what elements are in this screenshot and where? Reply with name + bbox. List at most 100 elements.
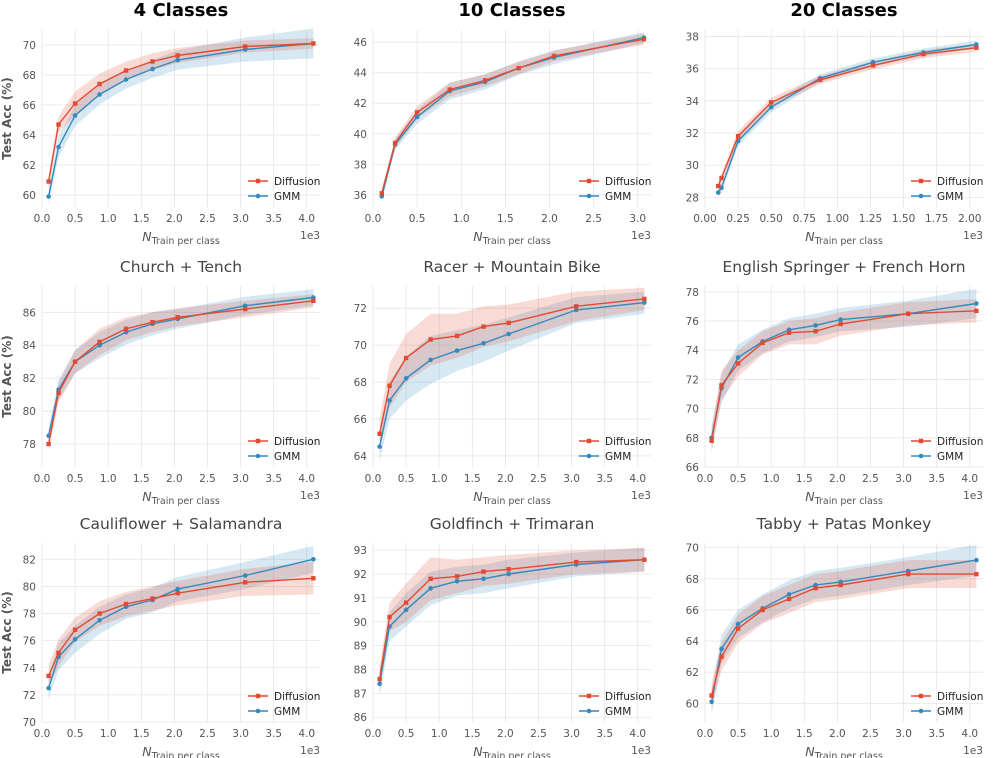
diffusion-point <box>506 320 511 326</box>
y-tick-label: 72 <box>686 374 699 386</box>
x-axis-label-main: N <box>473 489 483 504</box>
gmm-point <box>46 685 51 691</box>
legend-gmm-marker <box>586 708 592 714</box>
panel-7: 70 72 74 76 78 80 82 0.0 0.5 1.0 1.5 2.0 2.5 3.0 3.5 4.… <box>0 515 320 758</box>
x-tick-label: 1.5 <box>796 473 813 485</box>
diffusion-point <box>481 569 486 574</box>
gmm-point <box>403 376 409 381</box>
legend: Diffusion GMM <box>911 436 983 463</box>
diffusion-point <box>123 326 129 331</box>
gmm-point <box>175 586 180 592</box>
x-tick-label: 3.5 <box>928 728 945 740</box>
diffusion-point <box>123 68 129 73</box>
x-tick-label: 1.5 <box>796 728 813 740</box>
y-tick-label: 88 <box>354 664 367 676</box>
diffusion-point <box>719 654 724 659</box>
x-axis-label-main: N <box>805 489 815 504</box>
legend-gmm-marker <box>586 193 592 199</box>
diffusion-point <box>906 311 911 316</box>
x-axis-label-sub: Train per class <box>151 236 220 247</box>
diffusion-point <box>46 179 51 184</box>
y-tick-label: 46 <box>354 37 368 49</box>
diffusion-point <box>838 321 843 327</box>
y-tick-label: 70 <box>23 40 36 52</box>
gmm-point <box>709 699 714 705</box>
legend-gmm-marker <box>255 193 261 199</box>
y-tick-label: 68 <box>354 377 367 389</box>
diffusion-point <box>311 41 316 46</box>
x-tick-label: 0.5 <box>67 728 84 740</box>
gmm-point <box>838 317 843 322</box>
x-tick-label: 1.25 <box>859 213 882 225</box>
diffusion-point <box>387 383 392 388</box>
x-tick-label: 3.5 <box>265 473 282 485</box>
diffusion-series-line <box>717 47 977 187</box>
x-axis-label-sub: Train per class <box>814 496 883 507</box>
x-tick-label: 4.0 <box>298 473 315 485</box>
diffusion-confidence-band <box>711 560 977 708</box>
x-tick-label: 1.5 <box>464 473 481 485</box>
x-tick-label: 3.5 <box>596 473 613 485</box>
gmm-point <box>97 617 102 623</box>
y-tick-label: 90 <box>354 617 367 629</box>
gmm-point <box>56 144 61 150</box>
legend-gmm-label: GMM <box>937 451 963 463</box>
x-axis-label-sub: Train per class <box>151 496 220 507</box>
diffusion-point <box>551 53 557 59</box>
x-tick-label: 1.0 <box>453 213 470 225</box>
x-tick-label: 3.5 <box>928 473 945 485</box>
diffusion-point <box>454 333 460 339</box>
x-tick-label: 2.0 <box>829 728 846 740</box>
diffusion-confidence-band <box>379 287 645 449</box>
y-tick-label: 30 <box>686 160 699 172</box>
y-tick-label: 68 <box>686 574 699 586</box>
diffusion-point <box>574 304 579 309</box>
gmm-point <box>311 556 316 562</box>
gmm-point <box>735 621 741 627</box>
legend-diffusion-marker <box>255 438 261 444</box>
diffusion-point <box>454 574 460 579</box>
gmm-point <box>715 190 721 195</box>
y-tick-label: 38 <box>686 31 699 43</box>
gmm-point <box>377 444 382 449</box>
x-axis-label-main: N <box>805 744 815 758</box>
diffusion-point <box>175 315 180 320</box>
x-tick-label: 1.0 <box>100 213 117 225</box>
x-tick-label: 0.0 <box>697 728 714 740</box>
x-tick-label: 3.0 <box>563 728 580 740</box>
diffusion-point <box>46 441 51 447</box>
gmm-point <box>786 592 792 597</box>
y-tick-label: 74 <box>686 345 700 357</box>
legend-diffusion-label: Diffusion <box>605 436 651 448</box>
x-tick-label: 4.0 <box>629 473 646 485</box>
diffusion-point <box>574 559 579 565</box>
panel-title: Goldfinch + Trimaran <box>430 515 595 533</box>
y-tick-label: 76 <box>686 316 700 328</box>
y-tick-label: 64 <box>23 130 37 142</box>
diffusion-point <box>403 600 409 605</box>
y-tick-label: 32 <box>686 128 699 140</box>
gmm-confidence-band <box>381 32 644 201</box>
x-tick-label: 2.5 <box>199 213 216 225</box>
x-exponent-label: 1e3 <box>963 745 983 757</box>
y-tick-label: 84 <box>23 340 37 352</box>
legend-diffusion-marker <box>255 693 261 699</box>
x-exponent-label: 1e3 <box>631 230 651 242</box>
gmm-series-line <box>717 43 977 193</box>
x-axis-label: NTrain per class <box>142 744 220 758</box>
gmm-point <box>642 300 647 305</box>
x-tick-label: 2.5 <box>585 213 602 225</box>
diffusion-point <box>123 601 129 607</box>
x-tick-label: 2.5 <box>862 728 879 740</box>
diffusion-point <box>642 296 647 302</box>
diffusion-point <box>506 567 511 572</box>
diffusion-point <box>642 557 647 562</box>
x-tick-label: 0.5 <box>67 473 84 485</box>
panel-2: 36 38 40 42 44 46 0.0 0.5 1.0 1.5 2.0 2.5 3.0 10 Clas… <box>354 0 652 247</box>
x-axis-label: NTrain per class <box>473 489 551 507</box>
diffusion-point <box>150 596 155 601</box>
x-axis-label-sub: Train per class <box>482 496 551 507</box>
panel-title: 10 Classes <box>458 0 565 21</box>
gmm-point <box>377 681 382 687</box>
y-tick-label: 62 <box>686 667 699 679</box>
